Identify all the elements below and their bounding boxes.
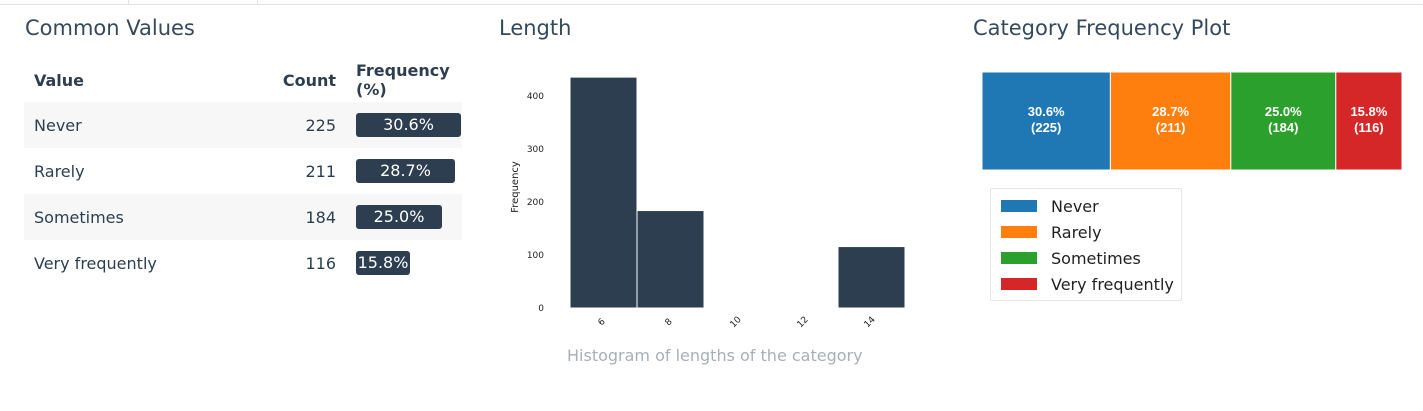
histogram-bar	[636, 210, 705, 309]
category-plot-title: Category Frequency Plot	[973, 16, 1231, 40]
y-tick-label: 100	[527, 251, 544, 261]
histogram-caption: Histogram of lengths of the category	[567, 346, 863, 365]
category-segment	[1109, 71, 1232, 171]
row-value: Never	[24, 102, 234, 148]
legend-item: Rarely	[991, 219, 1181, 245]
table-row: Never 225 30.6%	[24, 102, 462, 148]
table-row: Very frequently 116 15.8%	[24, 240, 462, 286]
length-histogram: 0 100 200 300 400 6 8 10 12 14 Frequency	[510, 76, 906, 330]
x-tick-label: 12	[796, 315, 811, 330]
row-count: 184	[234, 194, 356, 240]
segment-percent-label: 25.0%	[1265, 104, 1302, 119]
row-count: 225	[234, 102, 356, 148]
row-value: Sometimes	[24, 194, 234, 240]
x-tick-label: 10	[729, 315, 744, 330]
category-frequency-bar: 30.6%(225) 28.7%(211) 25.0%(184) 15.8%(116)	[981, 71, 1403, 171]
frequency-bar: 28.7%	[356, 159, 455, 183]
x-tick-label: 8	[664, 317, 675, 328]
table-header-row: Value Count Frequency (%)	[24, 58, 462, 102]
segment-percent-label: 28.7%	[1152, 104, 1189, 119]
legend-label: Never	[1051, 196, 1099, 216]
category-segment	[1335, 71, 1403, 171]
table-row: Sometimes 184 25.0%	[24, 194, 462, 240]
y-tick-label: 0	[538, 304, 544, 314]
row-value: Rarely	[34, 161, 85, 181]
frequency-header: Frequency (%)	[356, 61, 450, 99]
segment-count-label: (184)	[1268, 120, 1298, 135]
length-title: Length	[499, 16, 572, 40]
segment-count-label: (116)	[1354, 120, 1384, 135]
legend-swatch	[1001, 200, 1037, 212]
common-values-title: Common Values	[25, 16, 195, 40]
histogram-bar	[837, 246, 906, 309]
top-border	[0, 0, 1423, 5]
common-values-table: Value Count Frequency (%) Never 225 30.6…	[24, 58, 462, 286]
count-header: Count	[282, 70, 336, 90]
segment-percent-label: 15.8%	[1350, 104, 1387, 119]
legend-item: Never	[991, 193, 1181, 219]
row-count: 211	[305, 161, 336, 181]
legend-swatch	[1001, 278, 1037, 290]
y-tick-label: 400	[527, 92, 544, 102]
legend-item: Sometimes	[991, 245, 1181, 271]
legend-swatch	[1001, 226, 1037, 238]
row-frequency-cell: 15.8%	[356, 240, 462, 286]
frequency-bar: 15.8%	[356, 251, 410, 275]
legend-label: Rarely	[1051, 222, 1102, 242]
y-tick-label: 200	[527, 198, 544, 208]
segment-count-label: (211)	[1156, 120, 1186, 135]
frequency-bar: 30.6%	[356, 113, 461, 137]
category-segment	[981, 71, 1111, 171]
tab-outline[interactable]	[128, 0, 258, 4]
legend-label: Sometimes	[1051, 248, 1141, 268]
y-tick-label: 300	[527, 145, 544, 155]
legend-swatch	[1001, 252, 1037, 264]
segment-percent-label: 30.6%	[1028, 104, 1065, 119]
row-frequency-cell: 25.0%	[356, 194, 462, 240]
row-value: Very frequently	[34, 253, 157, 273]
row-frequency-cell: 28.7%	[356, 148, 462, 194]
y-axis-label: Frequency	[510, 161, 521, 213]
row-frequency-cell: 30.6%	[356, 102, 462, 148]
category-legend: Never Rarely Sometimes Very frequently	[990, 188, 1182, 301]
x-tick-label: 14	[863, 315, 878, 330]
row-count: 116	[305, 253, 336, 273]
table-row: Rarely 211 28.7%	[24, 148, 462, 194]
histogram-bar	[569, 76, 638, 309]
x-tick-label: 6	[597, 317, 608, 328]
legend-item: Very frequently	[991, 271, 1181, 297]
value-header: Value	[34, 70, 85, 90]
legend-label: Very frequently	[1051, 274, 1174, 294]
segment-count-label: (225)	[1031, 120, 1061, 135]
frequency-bar: 25.0%	[356, 205, 442, 229]
